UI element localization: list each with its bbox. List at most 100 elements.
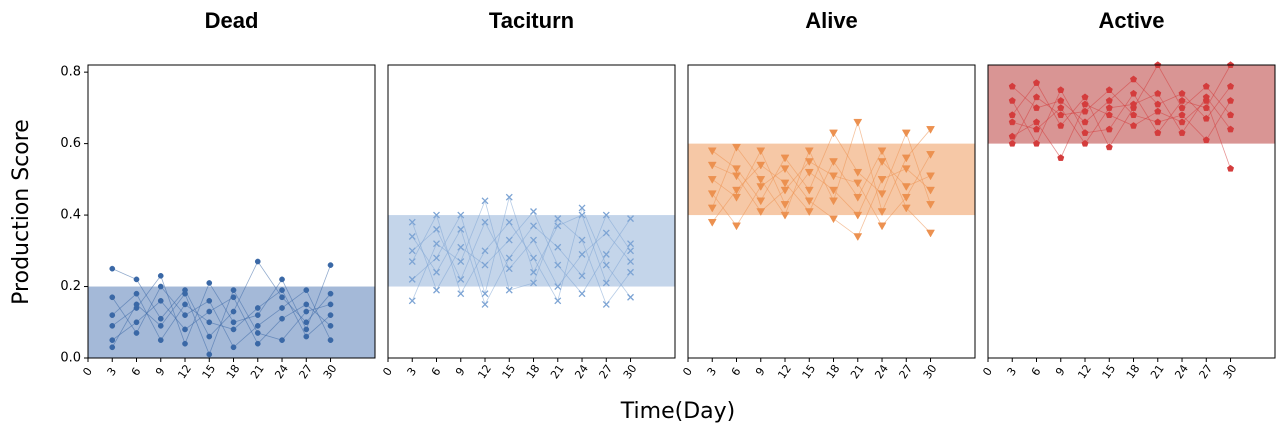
- marker: [707, 204, 717, 213]
- frame: [987, 64, 1276, 359]
- series-line: [1011, 65, 1231, 145]
- marker: [1008, 118, 1016, 126]
- marker: [732, 186, 741, 195]
- marker: [303, 308, 310, 315]
- marker: [157, 337, 164, 343]
- x-tick-label: 21: [248, 362, 267, 381]
- x-tick-label: 15: [1100, 362, 1119, 381]
- marker: [1008, 111, 1016, 119]
- marker: [1057, 104, 1065, 111]
- marker: [206, 333, 213, 340]
- marker: [157, 283, 164, 290]
- marker: [1105, 86, 1113, 94]
- marker: [780, 154, 790, 163]
- series-line: [111, 289, 331, 356]
- marker: [279, 315, 285, 322]
- marker: [481, 247, 489, 255]
- marker: [1032, 93, 1041, 101]
- marker: [829, 129, 838, 138]
- marker: [481, 290, 489, 298]
- marker: [1129, 100, 1138, 108]
- x-axis-label: Time(Day): [620, 399, 735, 424]
- frame: [387, 64, 676, 359]
- marker: [926, 229, 935, 238]
- marker: [804, 147, 814, 156]
- marker: [457, 275, 465, 283]
- marker: [780, 165, 790, 174]
- marker: [327, 262, 334, 268]
- marker: [481, 261, 489, 269]
- marker: [554, 283, 562, 290]
- x-tick-label: 12: [1075, 362, 1094, 381]
- series-line: [712, 154, 931, 227]
- marker: [408, 218, 416, 226]
- marker: [901, 204, 911, 213]
- marker: [230, 287, 237, 293]
- marker: [182, 340, 188, 347]
- marker: [1032, 139, 1041, 147]
- marker: [303, 326, 310, 333]
- frame: [87, 64, 376, 359]
- marker: [804, 197, 814, 206]
- marker: [109, 344, 116, 351]
- marker: [279, 276, 285, 283]
- marker: [505, 286, 513, 294]
- marker: [182, 312, 188, 318]
- x-tick-label: 18: [1124, 362, 1143, 381]
- marker: [780, 211, 790, 220]
- x-tick-label: 15: [500, 362, 519, 381]
- marker: [707, 176, 717, 184]
- marker: [327, 337, 334, 343]
- marker: [554, 261, 562, 269]
- x-tick-label: 0: [980, 365, 995, 378]
- marker: [1008, 139, 1016, 147]
- x-tick-label: 27: [897, 362, 916, 381]
- y-axis-label: Production Score: [9, 119, 34, 305]
- x-tick-label: 30: [321, 362, 340, 381]
- marker: [756, 197, 766, 206]
- marker: [109, 265, 116, 272]
- marker: [829, 215, 838, 224]
- marker: [530, 222, 537, 230]
- marker: [804, 158, 814, 166]
- marker: [327, 312, 334, 318]
- band: [688, 143, 975, 216]
- marker: [182, 326, 188, 333]
- marker: [254, 340, 261, 347]
- x-tick-label: 27: [297, 362, 316, 381]
- x-tick-label: 12: [475, 362, 494, 381]
- marker: [230, 344, 237, 351]
- x-tick-label: 6: [429, 365, 444, 378]
- marker: [829, 172, 838, 181]
- marker: [433, 225, 440, 233]
- marker: [1129, 75, 1138, 83]
- series-line: [1011, 89, 1231, 144]
- marker: [1178, 89, 1186, 97]
- x-tick-label: 3: [405, 365, 420, 378]
- marker: [756, 147, 766, 156]
- marker: [853, 193, 863, 202]
- marker: [1202, 114, 1210, 122]
- marker: [780, 201, 790, 209]
- marker: [1202, 136, 1210, 144]
- marker: [182, 301, 188, 308]
- marker: [1202, 104, 1210, 111]
- marker: [408, 258, 416, 265]
- marker: [1057, 154, 1065, 161]
- marker: [901, 154, 911, 163]
- marker: [206, 319, 213, 326]
- marker: [1178, 111, 1186, 119]
- marker: [1227, 97, 1235, 104]
- marker: [254, 323, 261, 329]
- x-tick-label: 12: [775, 362, 794, 381]
- marker: [230, 319, 237, 326]
- y-tick-label: 0.0: [60, 351, 81, 366]
- x-tick-label: 18: [224, 362, 243, 381]
- marker: [481, 218, 489, 226]
- series-line: [712, 131, 931, 205]
- marker: [303, 301, 310, 308]
- marker: [408, 297, 416, 305]
- series-line: [1012, 93, 1231, 145]
- panel-title: Taciturn: [489, 8, 574, 33]
